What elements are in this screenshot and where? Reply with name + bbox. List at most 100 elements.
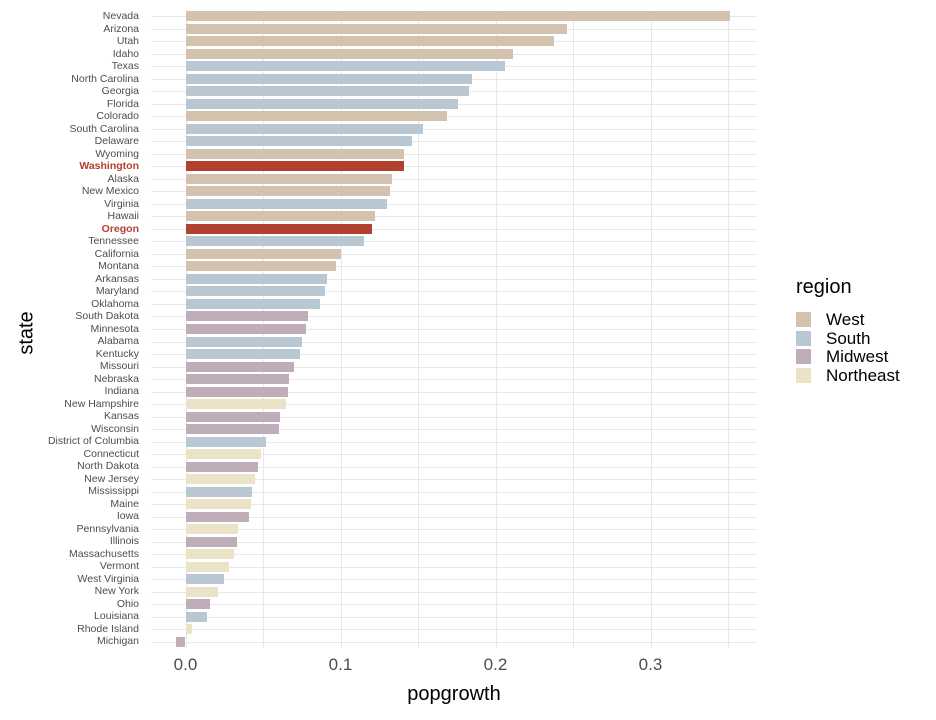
y-tick-label-massachusetts: Massachusetts: [68, 547, 139, 560]
gridline-horizontal: [151, 116, 757, 118]
y-tick-label-north-carolina: North Carolina: [71, 72, 139, 85]
legend-swatch-west: [796, 312, 811, 327]
bar-maryland: [185, 286, 325, 297]
gridline-horizontal: [151, 291, 757, 293]
y-tick-label-florida: Florida: [106, 97, 139, 110]
bar-louisiana: [185, 611, 208, 622]
gridline-horizontal: [151, 253, 757, 255]
gridline-horizontal: [151, 491, 757, 493]
bar-washington: [185, 161, 405, 172]
gridline-horizontal: [151, 566, 757, 568]
bar-utah: [185, 36, 555, 47]
gridline-horizontal: [151, 429, 757, 431]
gridline-horizontal: [151, 441, 757, 443]
y-tick-label-nebraska: Nebraska: [94, 372, 139, 385]
bar-district-of-columbia: [185, 436, 267, 447]
bar-missouri: [185, 361, 294, 372]
y-tick-label-district-of-columbia: District of Columbia: [47, 435, 139, 448]
gridline-horizontal: [151, 153, 757, 155]
bar-pennsylvania: [185, 524, 239, 535]
bar-connecticut: [185, 449, 262, 460]
x-tick-label-0.1: 0.1: [328, 655, 353, 674]
bar-hawaii: [185, 211, 375, 222]
y-tick-label-louisiana: Louisiana: [94, 610, 139, 623]
y-tick-label-utah: Utah: [116, 35, 139, 48]
gridline-horizontal: [151, 166, 757, 168]
gridline-horizontal: [151, 616, 757, 618]
y-tick-label-new-york: New York: [94, 585, 139, 598]
y-tick-label-rhode-island: Rhode Island: [77, 622, 139, 635]
gridline-horizontal: [151, 203, 757, 205]
bar-nevada: [185, 11, 730, 22]
gridline-horizontal: [151, 541, 757, 543]
bar-maine: [185, 499, 251, 510]
y-tick-label-south-dakota: South Dakota: [75, 310, 139, 323]
bar-north-carolina: [185, 73, 473, 84]
gridline-horizontal: [151, 504, 757, 506]
gridline-horizontal: [151, 479, 757, 481]
bar-new-jersey: [185, 474, 256, 485]
bar-south-carolina: [185, 123, 423, 134]
y-tick-label-georgia: Georgia: [101, 85, 139, 98]
bar-arizona: [185, 23, 567, 34]
gridline-horizontal: [151, 228, 757, 230]
legend-label: Midwest: [826, 347, 889, 367]
gridline-horizontal: [151, 303, 757, 305]
y-tick-label-alaska: Alaska: [107, 172, 139, 185]
legend-title: region: [796, 276, 852, 298]
bar-rhode-island: [185, 624, 192, 635]
bar-virginia: [185, 198, 387, 209]
bar-arkansas: [185, 273, 327, 284]
legend-label: Northeast: [826, 366, 900, 386]
bar-iowa: [185, 511, 250, 522]
y-tick-label-alabama: Alabama: [97, 335, 139, 348]
gridline-horizontal: [151, 591, 757, 593]
x-axis-tick-labels: 0.0 0.1 0.2 0.3: [0, 655, 936, 675]
y-tick-label-missouri: Missouri: [99, 360, 139, 373]
y-tick-label-kansas: Kansas: [103, 410, 139, 423]
legend-items: West South Midwest Northeast: [796, 311, 932, 386]
x-axis-title: popgrowth: [407, 683, 501, 705]
gridline-horizontal: [151, 191, 757, 193]
y-tick-label-pennsylvania: Pennsylvania: [76, 522, 139, 535]
y-tick-label-colorado: Colorado: [96, 110, 139, 123]
y-tick-label-california: California: [94, 247, 139, 260]
bar-new-hampshire: [185, 399, 287, 410]
bar-colorado: [185, 111, 448, 122]
y-tick-label-virginia: Virginia: [104, 197, 139, 210]
bar-illinois: [185, 536, 237, 547]
bar-minnesota: [185, 324, 307, 334]
bar-ohio: [185, 599, 211, 610]
y-tick-label-arizona: Arizona: [103, 22, 139, 35]
y-tick-label-ohio: Ohio: [116, 597, 139, 610]
y-tick-label-wisconsin: Wisconsin: [91, 422, 139, 435]
gridline-horizontal: [151, 391, 757, 393]
bar-montana: [185, 261, 336, 272]
bar-florida: [185, 98, 459, 109]
bar-new-mexico: [185, 186, 391, 197]
gridline-horizontal: [151, 579, 757, 581]
bar-tennessee: [185, 236, 364, 247]
y-tick-label-nevada: Nevada: [102, 10, 139, 22]
y-tick-label-washington: Washington: [79, 160, 139, 173]
gridline-horizontal: [151, 516, 757, 518]
y-tick-label-west-virginia: West Virginia: [77, 572, 139, 585]
gridline-horizontal: [151, 529, 757, 531]
y-tick-label-vermont: Vermont: [99, 560, 139, 573]
legend-item-west: West: [796, 311, 932, 328]
y-tick-label-maryland: Maryland: [95, 285, 139, 298]
bar-wisconsin: [185, 424, 279, 435]
bar-oregon: [185, 223, 372, 234]
y-tick-label-kentucky: Kentucky: [95, 347, 139, 360]
legend-swatch-south: [796, 330, 811, 346]
y-tick-label-oklahoma: Oklahoma: [91, 297, 139, 310]
y-tick-label-connecticut: Connecticut: [83, 447, 139, 460]
gridline-horizontal: [151, 629, 757, 631]
gridline-horizontal: [151, 241, 757, 243]
y-tick-label-texas: Texas: [111, 60, 139, 73]
y-tick-label-arkansas: Arkansas: [95, 272, 139, 285]
legend-item-south: South: [796, 330, 932, 347]
gridline-horizontal: [151, 266, 757, 268]
y-tick-label-new-hampshire: New Hampshire: [64, 397, 139, 410]
